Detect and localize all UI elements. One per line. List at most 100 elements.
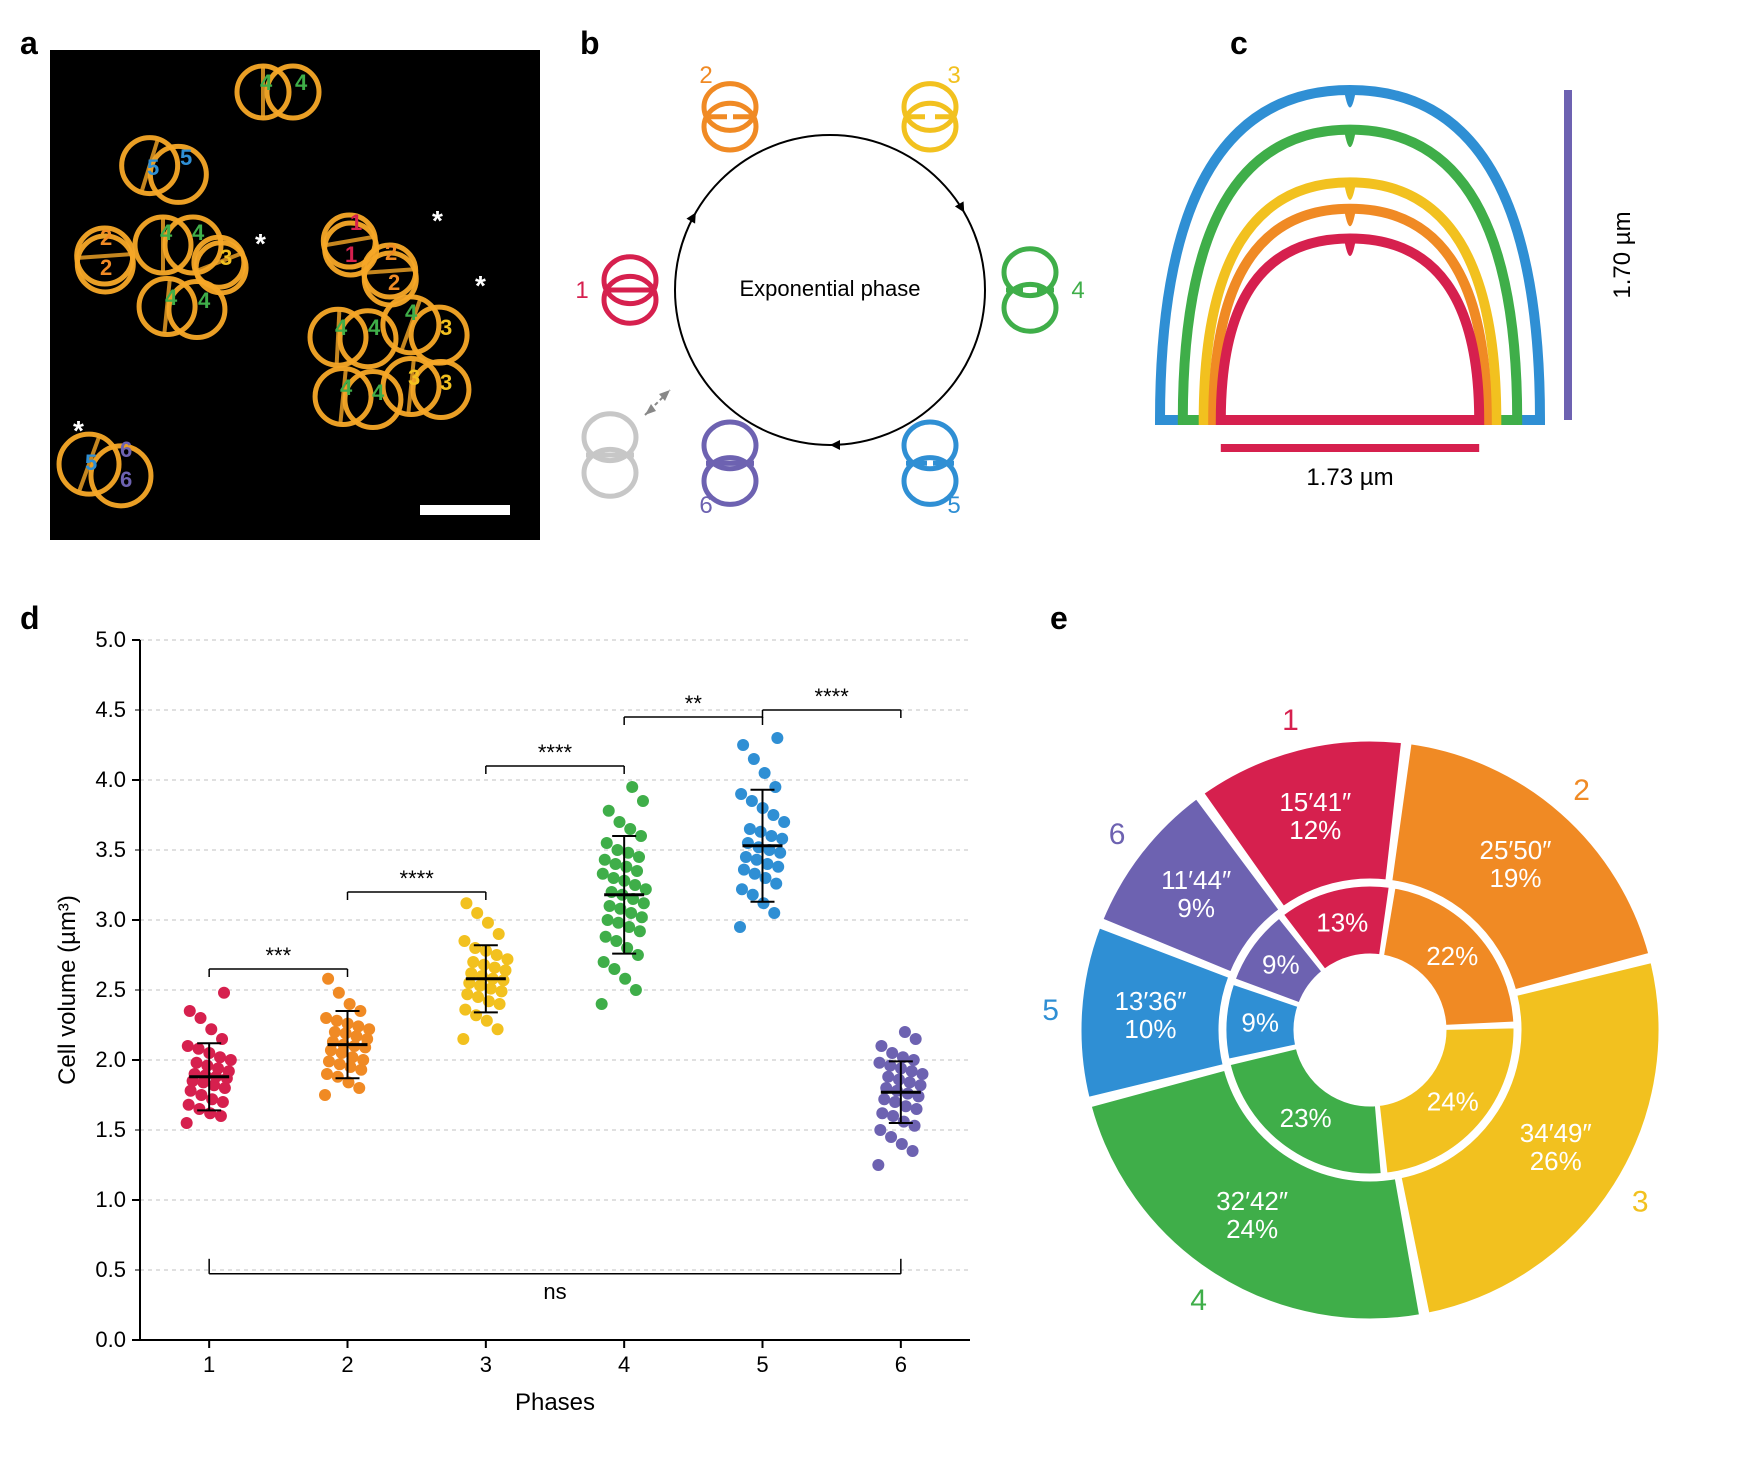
data-point [344,998,356,1010]
data-point [363,1023,375,1035]
x-tick-label: 3 [480,1352,492,1377]
data-point [636,911,648,923]
panel-c-overlay: 1.73 µm1.70 µm [1110,30,1690,540]
data-point [904,1076,916,1088]
cell-phase-label: 2 [388,270,400,295]
data-point [620,861,632,873]
x-axis-label: Phases [515,1389,595,1416]
data-point [774,847,786,859]
data-point [740,851,752,863]
x-tick-label: 6 [895,1352,907,1377]
data-point [767,809,779,821]
data-point [461,988,473,1000]
data-point [596,998,608,1010]
data-point [493,928,505,940]
data-point [637,795,649,807]
data-point [329,1026,341,1038]
cell-phase-label: 1 [350,210,362,235]
data-point [632,949,644,961]
donut-pct-label: 12% [1289,815,1341,845]
y-tick-label: 1.0 [95,1187,126,1212]
cell-phase-label: 4 [405,300,418,325]
panel-e-donut: 15′41″12%125′50″19%234′49″26%332′42″24%4… [1040,610,1700,1430]
data-point [193,1103,205,1115]
y-tick-label: 5.0 [95,627,126,652]
y-axis-label: Cell volume (µm³) [54,895,81,1085]
sig-label: ** [685,691,703,716]
data-point [886,1047,898,1059]
asterisk-mark: * [432,205,443,236]
cell-phase-label: 4 [368,315,381,340]
data-point [214,1051,226,1063]
overlay-septum [1344,209,1356,227]
data-point [323,1055,335,1067]
cell-phase-label: 4 [160,220,173,245]
data-point [751,854,763,866]
data-point [603,805,615,817]
stage-icon-2 [704,84,756,150]
donut-stage-number: 6 [1109,818,1126,851]
data-point [634,925,646,937]
data-point [321,1068,333,1080]
asterisk-mark: * [73,415,84,446]
cell-phase-label: 3 [440,315,452,340]
donut-inner-pct: 22% [1426,941,1478,971]
cell-phase-label: 2 [385,240,397,265]
donut-stage-number: 3 [1632,1185,1649,1218]
data-point [494,998,506,1010]
cell-phase-label: 3 [440,370,452,395]
overlay-septum [1344,130,1356,148]
data-point [625,907,637,919]
cell-phase-label: 5 [85,450,97,475]
overlay-dome [1221,239,1479,421]
data-point [916,1068,928,1080]
stage-number: 2 [699,62,712,89]
data-point [225,1054,237,1066]
data-point [206,1093,218,1105]
donut-inner-pct: 9% [1262,950,1300,980]
cell-phase-label: 6 [120,467,132,492]
sig-label: **** [400,866,435,891]
cell-phase-label: 4 [335,315,348,340]
cell [122,138,207,203]
data-point [610,858,622,870]
data-point [911,1103,923,1115]
data-point [633,851,645,863]
data-point [460,897,472,909]
cell-phase-label: 1 [345,242,357,267]
donut-pct-label: 19% [1489,863,1541,893]
data-point [874,1124,886,1136]
data-point [896,1138,908,1150]
panel-a-microscopy: 44552244344112244434433566**** [50,50,540,540]
data-point [457,1033,469,1045]
stage-icon-4 [1004,249,1056,331]
donut-inner-pct: 9% [1241,1007,1279,1037]
data-point [471,907,483,919]
cell-phase-label: 4 [295,70,308,95]
x-tick-label: 4 [618,1352,630,1377]
panel-d-scatter: 0.00.51.01.52.02.53.03.54.04.55.0123456C… [50,610,990,1430]
data-point [458,935,470,947]
data-point [770,878,782,890]
x-tick-label: 1 [203,1352,215,1377]
donut-time-label: 25′50″ [1480,835,1552,865]
donut-pct-label: 9% [1177,893,1215,923]
cell-phase-label: 4 [165,285,178,310]
data-point [887,1110,899,1122]
data-point [746,795,758,807]
data-point [769,781,781,793]
data-point [604,900,616,912]
data-point [638,897,650,909]
data-point [469,942,481,954]
data-point [772,861,784,873]
data-point [612,917,624,929]
data-point [501,953,513,965]
height-label: 1.70 µm [1609,211,1636,298]
data-point [619,973,631,985]
donut-time-label: 32′42″ [1216,1186,1288,1216]
data-point [765,830,777,842]
cell-phase-label: 5 [147,155,159,180]
data-point [875,1040,887,1052]
x-tick-label: 2 [341,1352,353,1377]
data-point [205,1023,217,1035]
